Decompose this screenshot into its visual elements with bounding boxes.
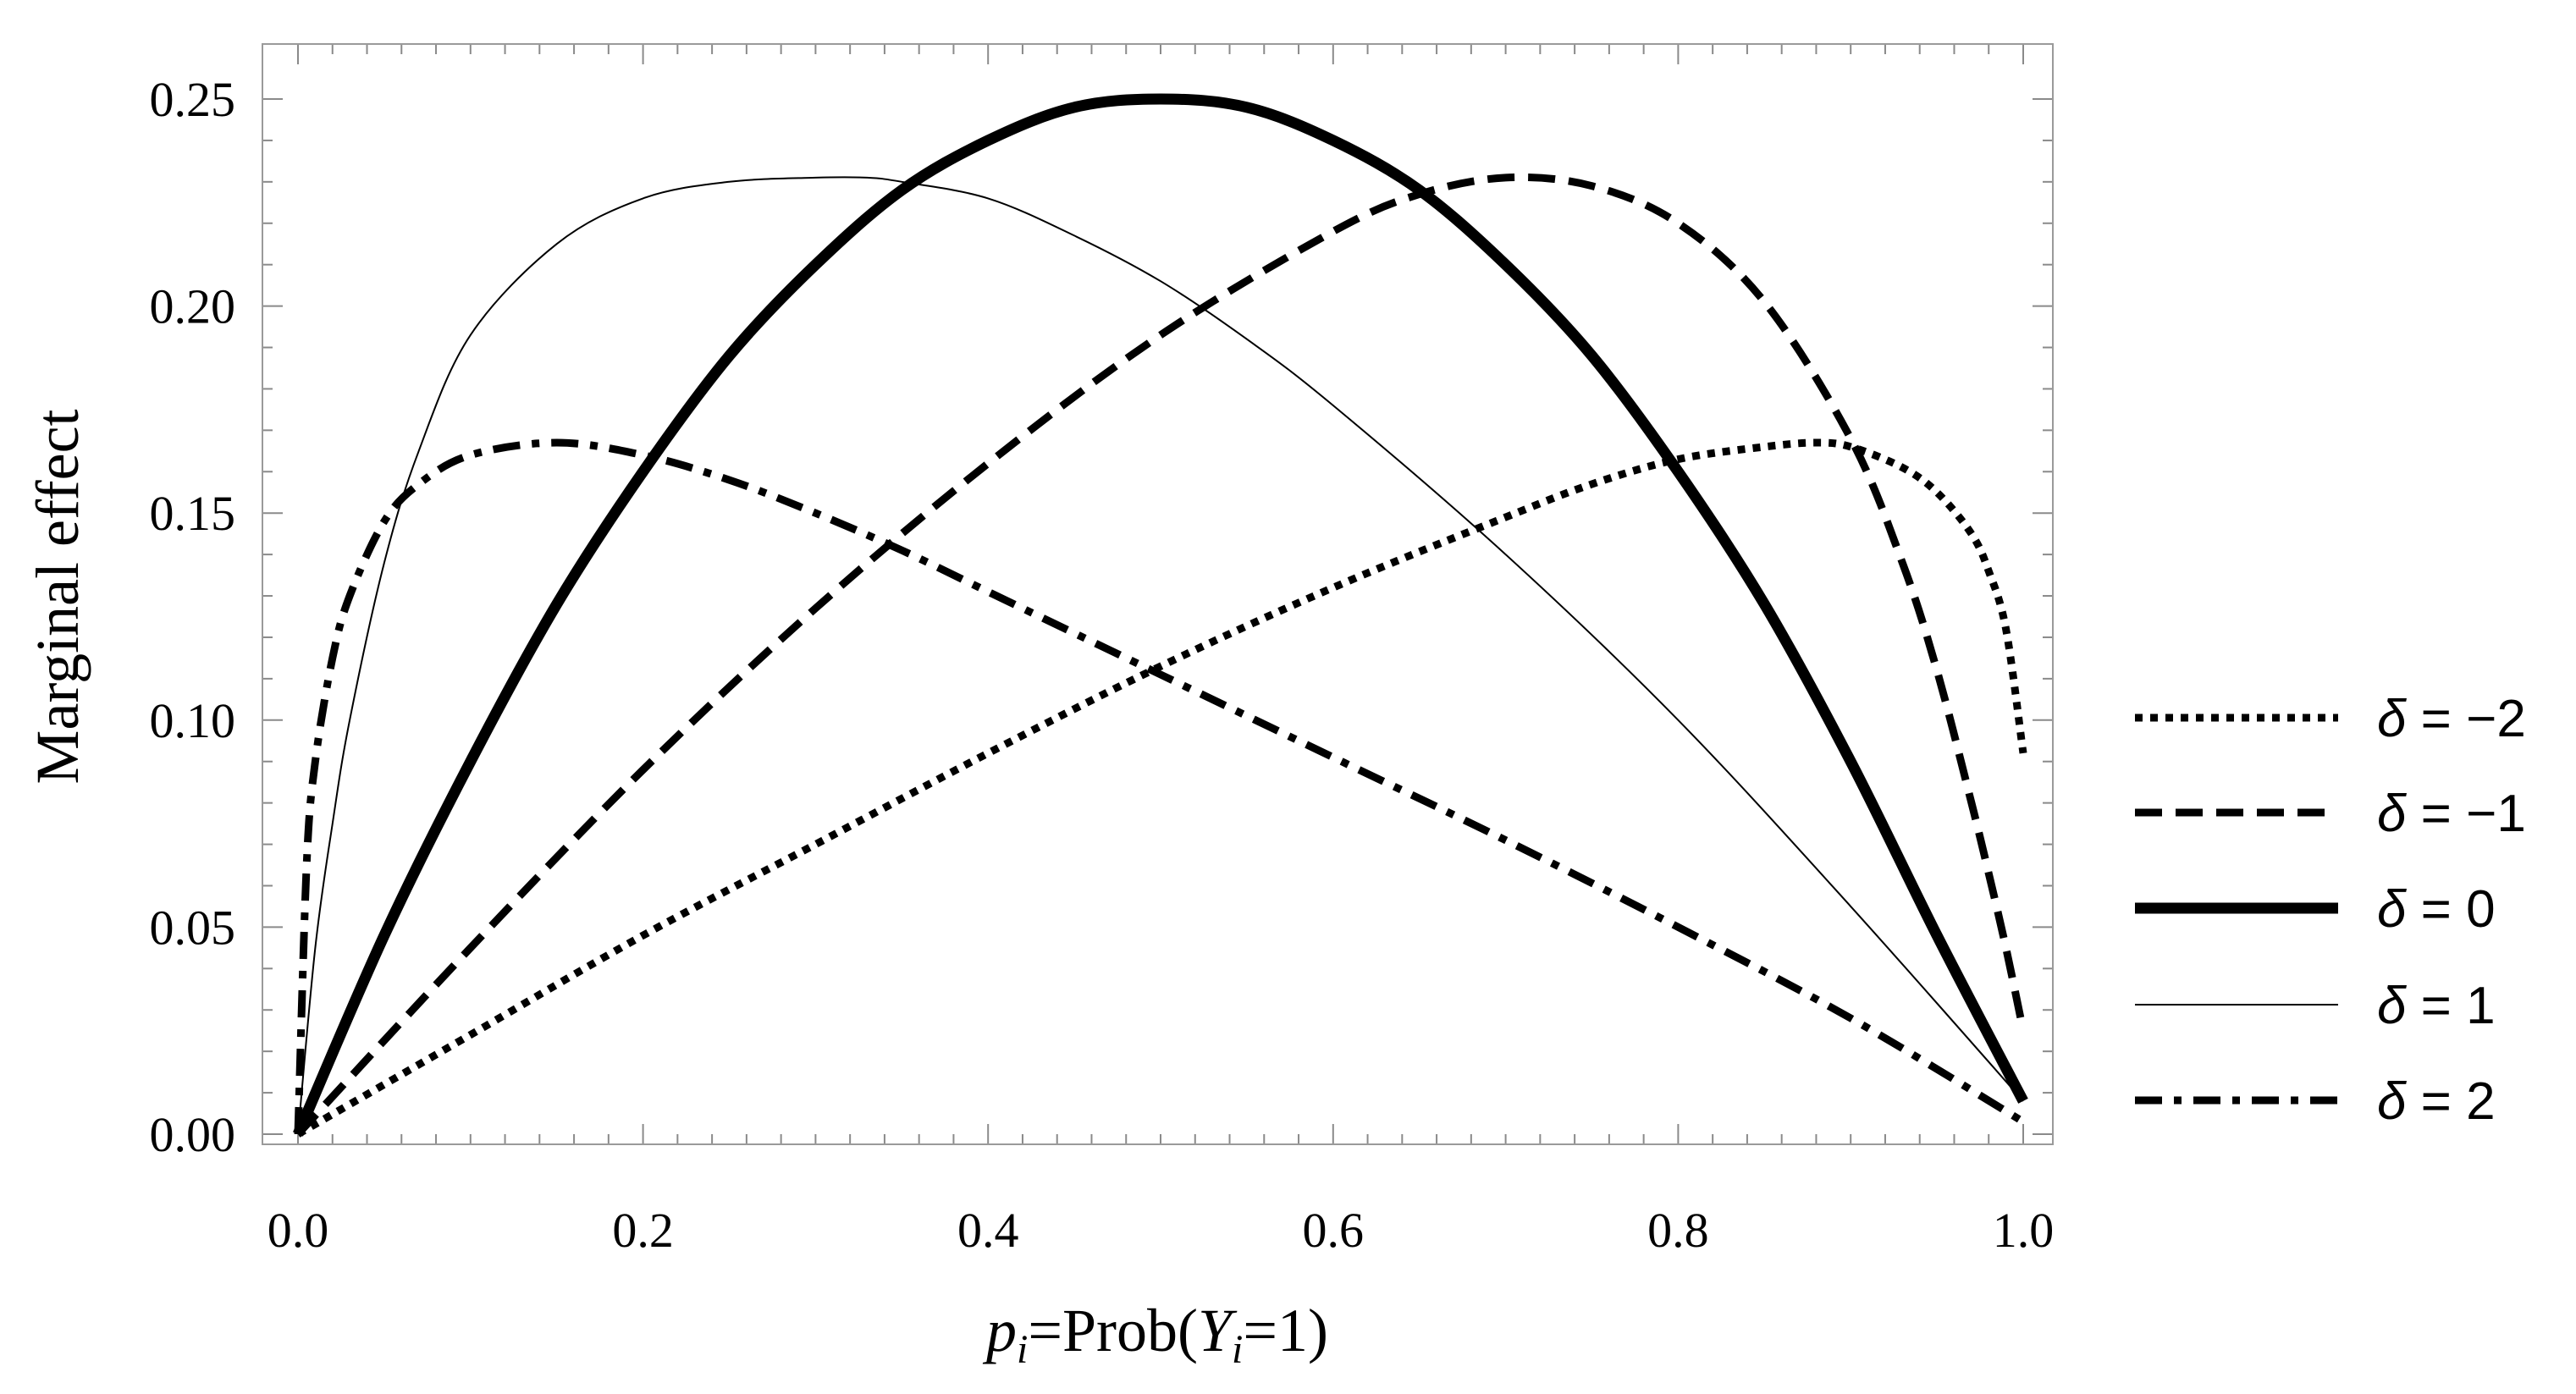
x-axis-title-part: i: [1232, 1327, 1243, 1372]
series-line-2: [293, 93, 2028, 1137]
legend-label-1: δ = −1: [2377, 785, 2526, 843]
series-line-3: [297, 176, 2024, 1135]
legend-label-2: δ = 0: [2377, 880, 2496, 939]
y-tick-label: 0.05: [150, 900, 236, 955]
y-tick-label: 0.10: [150, 693, 236, 748]
y-tick-label: 0.20: [150, 279, 236, 334]
y-tick-label: 0.00: [150, 1107, 236, 1162]
x-tick-label: 0.2: [612, 1203, 674, 1258]
series-lines: [293, 93, 2028, 1138]
series-line-1: [295, 173, 2027, 1138]
x-tick-label: 0.8: [1647, 1203, 1709, 1258]
legend-label-0: δ = −2: [2377, 690, 2526, 748]
y-tick-label: 0.25: [150, 72, 236, 127]
y-axis-title: Marginal effect: [24, 409, 91, 784]
x-tick-label: 0.4: [957, 1203, 1019, 1258]
x-axis-title-part: =1): [1243, 1297, 1328, 1364]
x-tick-label: 0.6: [1303, 1203, 1365, 1258]
y-tick-label: 0.15: [150, 486, 236, 541]
x-axis-title-part: p: [982, 1297, 1017, 1364]
plot-frame: [262, 43, 2054, 1145]
axis-ticks: [262, 44, 2053, 1144]
x-tick-label: 1.0: [1993, 1203, 2055, 1258]
legend-label-4: δ = 2: [2377, 1072, 2496, 1131]
x-tick-label: 0.0: [268, 1203, 329, 1258]
series-line-0: [295, 438, 2027, 1138]
legend: δ = −2 δ = −1 δ = 0 δ = 1 δ = 2: [2135, 690, 2526, 1131]
series-line-4: [294, 438, 2026, 1135]
x-axis-title-part: Y: [1198, 1297, 1238, 1364]
x-axis-title: pi=Prob(Yi=1): [982, 1297, 1328, 1372]
x-axis-title-part: =Prob(: [1028, 1297, 1198, 1364]
x-axis-title-part: i: [1017, 1327, 1028, 1372]
legend-label-3: δ = 1: [2377, 977, 2496, 1035]
axis-tick-labels: 0.0 0.2 0.4 0.6 0.8 1.0 0.00 0.05 0.10 0.15 0.20 0.…: [150, 72, 2055, 1258]
